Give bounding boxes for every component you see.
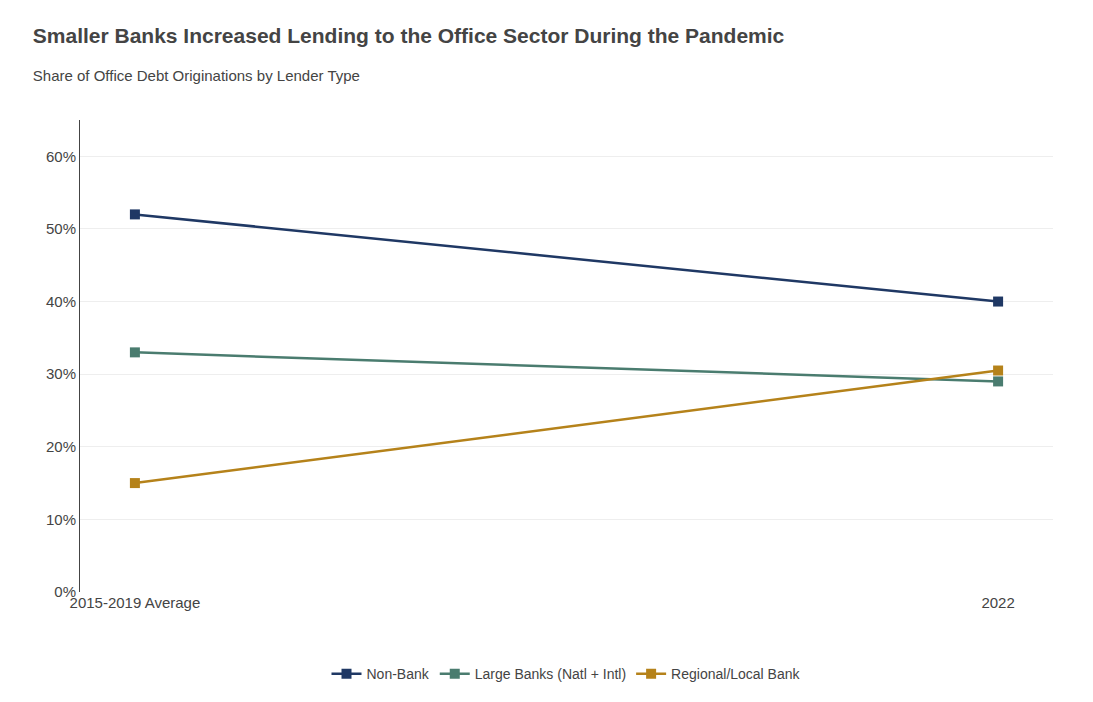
svg-text:40%: 40% (46, 293, 76, 310)
svg-text:20%: 20% (46, 438, 76, 455)
svg-text:60%: 60% (46, 148, 76, 165)
svg-text:Smaller Banks Increased Lendin: Smaller Banks Increased Lending to the O… (33, 24, 785, 47)
svg-text:Large Banks (Natl + Intl): Large Banks (Natl + Intl) (475, 666, 626, 682)
svg-text:Regional/Local Bank: Regional/Local Bank (671, 666, 800, 682)
svg-text:30%: 30% (46, 365, 76, 382)
svg-text:Share of Office Debt Originati: Share of Office Debt Originations by Len… (33, 67, 360, 84)
svg-text:10%: 10% (46, 511, 76, 528)
svg-text:Non-Bank: Non-Bank (367, 666, 430, 682)
svg-text:50%: 50% (46, 220, 76, 237)
svg-text:2022: 2022 (981, 594, 1014, 611)
svg-text:0%: 0% (54, 583, 76, 600)
svg-text:2015-2019 Average: 2015-2019 Average (70, 594, 201, 611)
